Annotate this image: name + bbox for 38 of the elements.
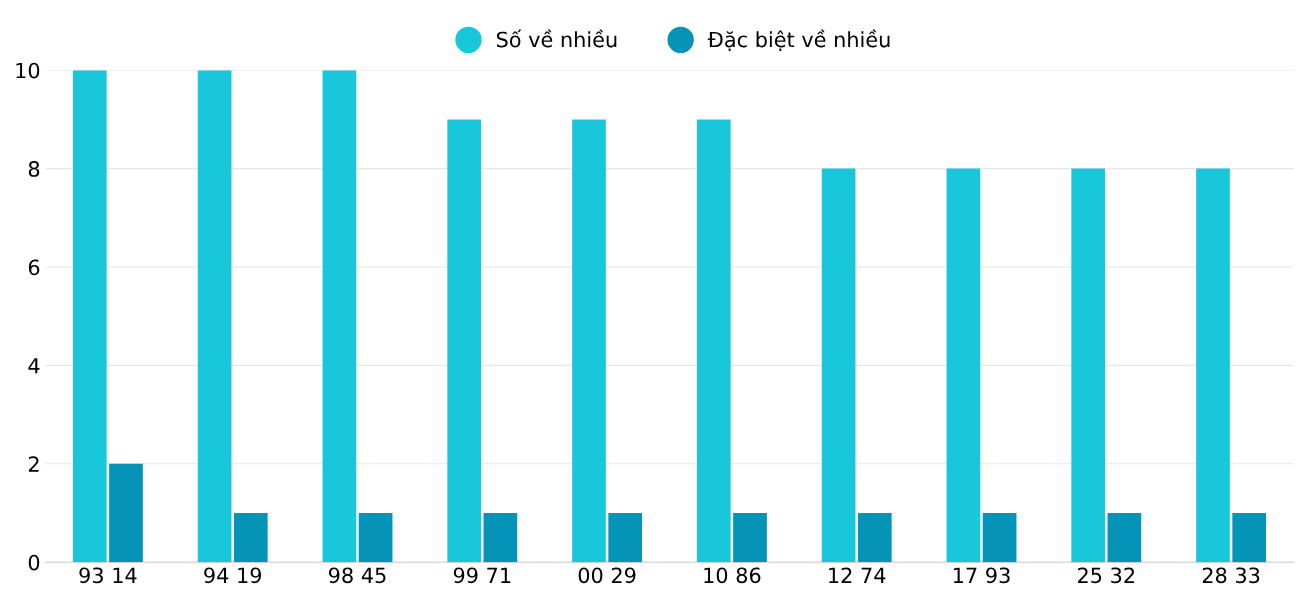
y-tick-label: 4 <box>28 358 40 374</box>
bar <box>857 513 892 563</box>
y-tick-label: 6 <box>28 259 40 276</box>
y-tick-label: 8 <box>28 161 40 177</box>
legend-label: Đặc biệt về nhiều <box>707 29 890 51</box>
bar <box>197 70 232 563</box>
bar <box>72 70 107 563</box>
bar <box>946 168 981 563</box>
legend-label: Số về nhiều <box>496 29 617 48</box>
bar <box>572 119 606 563</box>
bar <box>358 513 393 563</box>
x-tick-label: 25 32 <box>1078 567 1135 584</box>
x-tick-label: 00 29 <box>578 567 636 584</box>
x-tick-label: 28 33 <box>1202 567 1260 584</box>
y-tick-label: 0 <box>28 554 40 571</box>
x-tick-label: 99 71 <box>453 567 511 584</box>
x-tick-label: 93 14 <box>79 567 137 584</box>
x-tick-label: 94 19 <box>204 567 262 584</box>
bar <box>733 513 767 563</box>
bar <box>483 513 518 563</box>
bar <box>1107 513 1142 563</box>
x-tick-label: 17 93 <box>953 567 1010 584</box>
x-tick-label: 98 45 <box>328 567 386 584</box>
bar <box>233 513 268 563</box>
bar <box>109 463 143 563</box>
bar <box>982 513 1017 563</box>
bar <box>1071 168 1106 563</box>
y-tick-label: 2 <box>28 456 39 472</box>
bar <box>447 119 482 563</box>
x-tick-label: 10 86 <box>704 567 761 584</box>
bar <box>1196 168 1230 563</box>
x-tick-label: 12 74 <box>829 567 886 583</box>
bar <box>322 70 357 563</box>
bar <box>821 168 856 563</box>
bar <box>608 513 643 563</box>
bar <box>1232 513 1267 563</box>
y-tick-label: 10 <box>16 62 40 79</box>
bar <box>696 119 731 563</box>
